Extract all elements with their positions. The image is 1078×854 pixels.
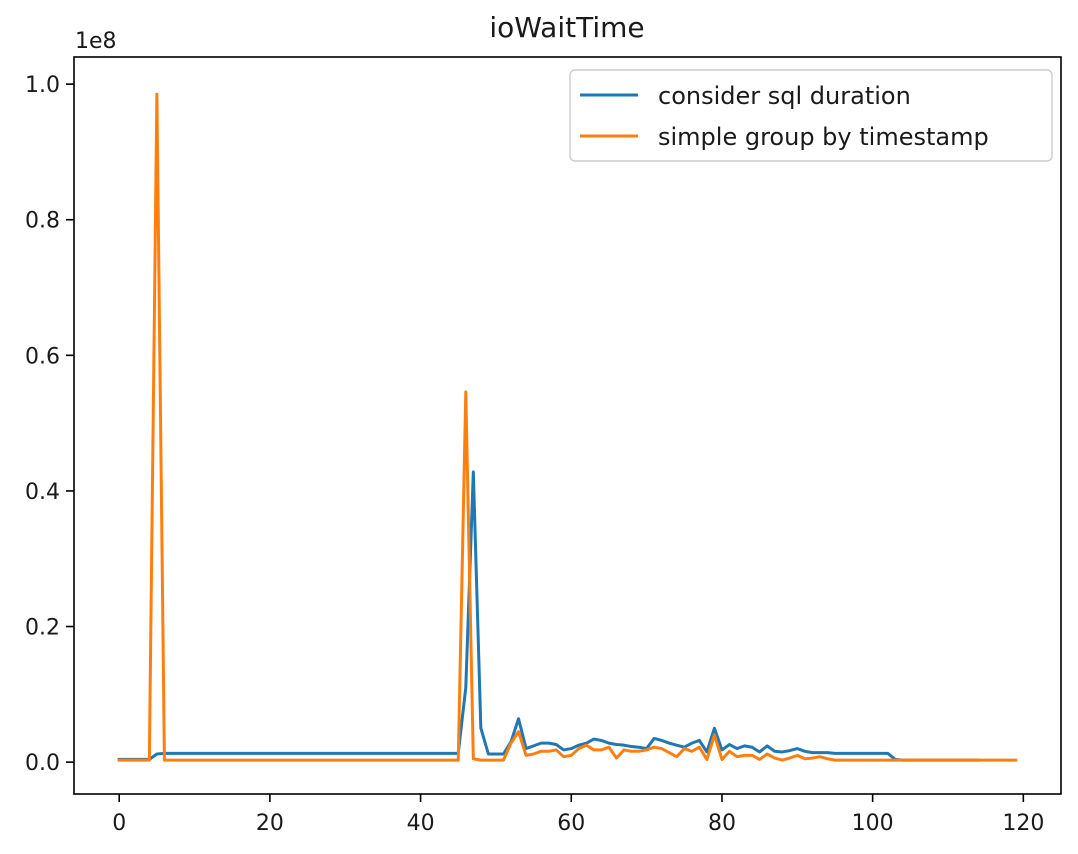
axes-frame (73, 56, 1062, 795)
series-line-consider-sql-duration (117, 470, 980, 762)
x-tick-label: 40 (407, 811, 435, 836)
y-tick-label: 1.0 (25, 73, 60, 98)
y-axis-ticks: 0.0 0.2 0.4 0.6 0.8 1.0 (25, 73, 74, 776)
series-line-simple-group-by-timestamp (117, 92, 1018, 762)
y-tick-label: 0.8 (25, 209, 60, 234)
x-axis-ticks: 0 20 40 60 80 100 120 (112, 794, 1044, 836)
series-lines (117, 92, 1018, 762)
y-tick-label: 0.0 (25, 751, 60, 776)
legend-label-simple-group-by-timestamp: simple group by timestamp (658, 123, 989, 151)
y-tick-label: 0.6 (25, 344, 60, 369)
x-tick-label: 60 (557, 811, 585, 836)
x-tick-label: 0 (112, 811, 126, 836)
y-tick-label: 0.4 (25, 480, 60, 505)
y-tick-label: 0.2 (25, 616, 60, 641)
x-tick-label: 100 (852, 811, 894, 836)
y-axis-offset-label: 1e8 (75, 29, 117, 54)
legend-box (569, 69, 1053, 162)
x-tick-label: 120 (1002, 811, 1044, 836)
legend-label-consider-sql-duration: consider sql duration (658, 82, 911, 110)
x-tick-label: 80 (708, 811, 736, 836)
legend: consider sql duration simple group by ti… (569, 69, 1053, 162)
x-tick-label: 20 (256, 811, 284, 836)
chart-title: ioWaitTime (489, 11, 644, 44)
